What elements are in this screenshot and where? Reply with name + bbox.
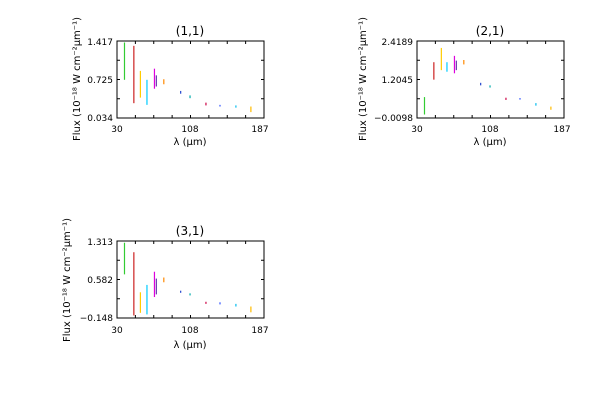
y-axis-label: Flux (10⁻¹⁸ W cm⁻²μm⁻¹) [358,17,369,141]
panel-2-1: (2,1) λ (μm) Flux (10⁻¹⁸ W cm⁻²μm⁻¹) 30 … [358,17,571,148]
y-tick-label: 0.582 [87,276,113,286]
panel-title: (1,1) [176,24,204,38]
y-tick-label: −0.148 [80,314,114,324]
plot-frame [116,240,265,319]
y-tick-label: 2.4189 [382,38,414,48]
y-axis-label: Flux (10⁻¹⁸ W cm⁻²μm⁻¹) [62,218,73,342]
y-tick-label: 1.313 [87,238,113,248]
panel-title: (2,1) [476,24,504,38]
y-tick-label: −0.0098 [374,114,413,124]
x-tick-label: 30 [111,125,123,135]
x-axis-label: λ (μm) [173,137,206,148]
y-tick-label: 0.725 [87,76,113,86]
x-tick-label: 187 [251,326,268,336]
panel-3-1: (3,1) λ (μm) Flux (10⁻¹⁸ W cm⁻²μm⁻¹) 30 … [62,218,269,351]
x-tick-label: 108 [181,326,198,336]
plot-frame [116,40,265,119]
y-axis-label: Flux (10⁻¹⁸ W cm⁻²μm⁻¹) [72,17,83,141]
plot-frame [416,40,565,119]
x-tick-label: 30 [111,326,123,336]
x-tick-label: 187 [553,125,570,135]
x-tick-label: 108 [481,125,498,135]
y-tick-label: 1.2045 [382,76,414,86]
x-tick-label: 30 [411,125,423,135]
panel-title: (3,1) [176,224,204,238]
x-axis-label: λ (μm) [473,137,506,148]
y-tick-label: 0.034 [87,114,113,124]
x-tick-label: 187 [251,125,268,135]
y-tick-label: 1.417 [87,38,113,48]
panel-1-1: (1,1) λ (μm) Flux (10⁻¹⁸ W cm⁻²μm⁻¹) 30 … [72,17,269,148]
x-tick-label: 108 [181,125,198,135]
x-axis-label: λ (μm) [173,340,206,351]
